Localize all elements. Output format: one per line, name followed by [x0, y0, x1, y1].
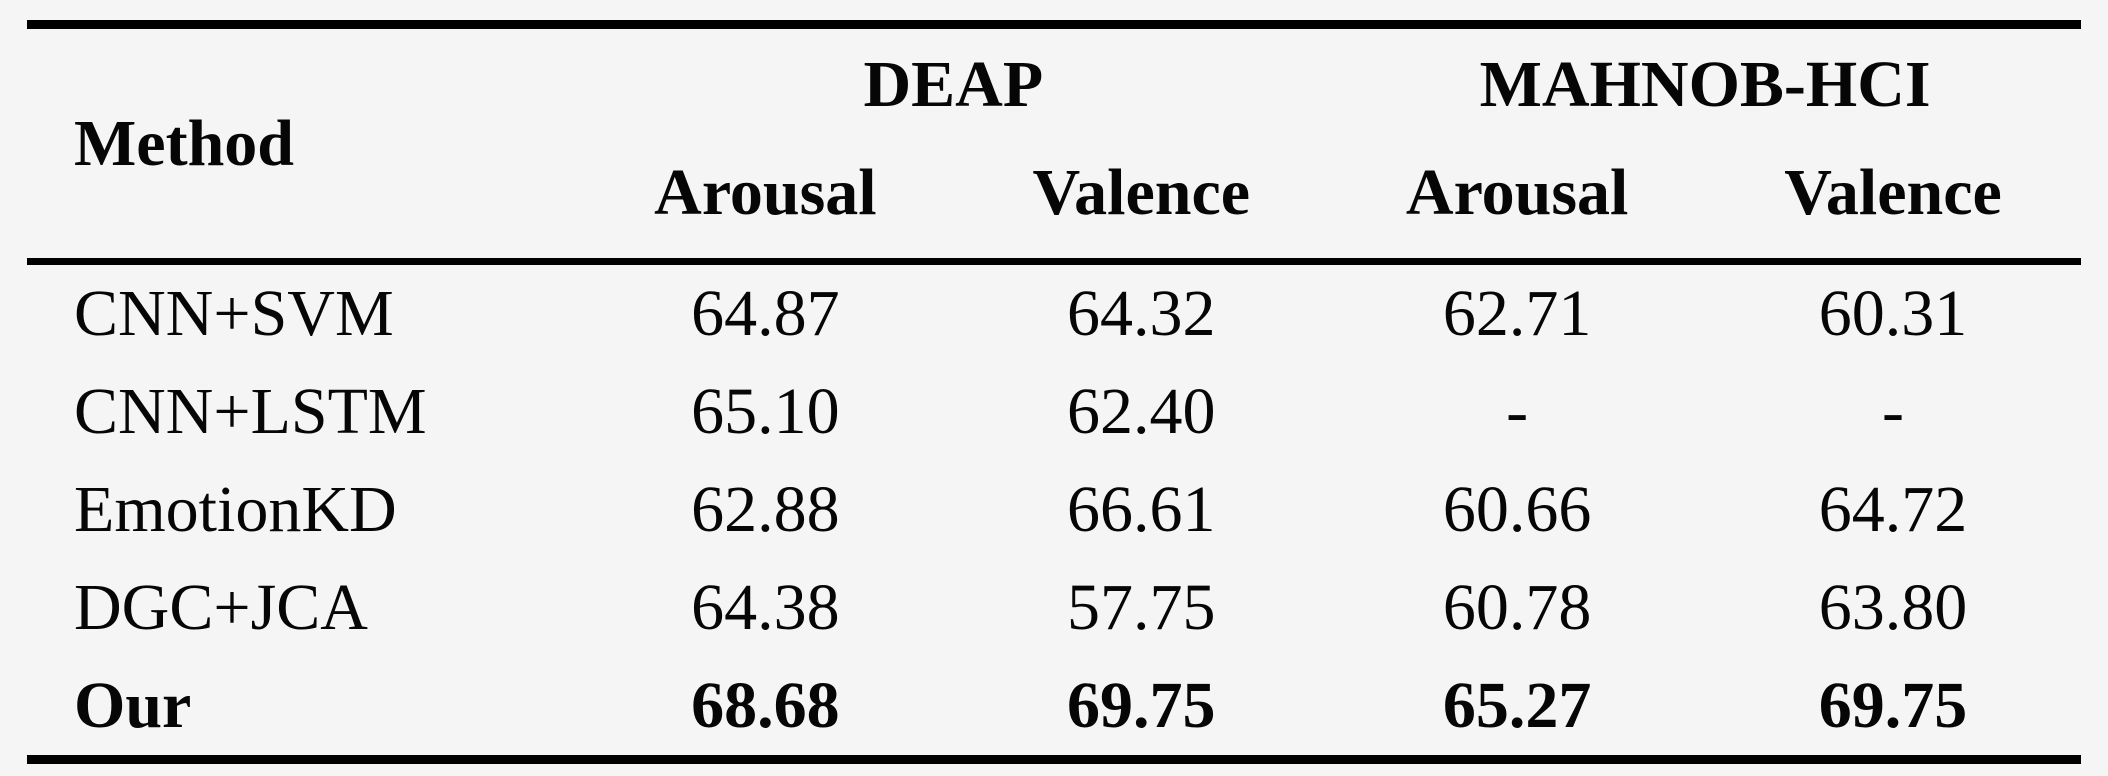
value-cell: 62.40 — [1067, 375, 1216, 448]
method-cell: CNN+SVM — [74, 277, 394, 350]
method-cell: DGC+JCA — [74, 571, 368, 644]
value-cell: 57.75 — [1067, 571, 1216, 644]
column-header-deap-valence: Valence — [1032, 155, 1251, 229]
header-sub-row: Arousal Valence Arousal Valence — [27, 127, 2081, 262]
table-body: CNN+SVM 64.87 64.32 62.71 60.31 CNN+LSTM… — [27, 262, 2081, 760]
value-cell: 69.75 — [1067, 669, 1216, 742]
value-cell: 64.72 — [1818, 473, 1968, 546]
column-group-deap: DEAP — [863, 48, 1044, 121]
value-cell: 68.68 — [691, 669, 840, 742]
value-cell: 64.87 — [691, 277, 840, 350]
column-header-mahnob-valence: Valence — [1784, 155, 2002, 229]
value-cell: 65.27 — [1442, 669, 1592, 742]
table-row: CNN+SVM 64.87 64.32 62.71 60.31 — [27, 262, 2081, 364]
table-row: CNN+LSTM 65.10 62.40 - - — [27, 363, 2081, 461]
table-header: Method DEAP MAHNOB-HCI Arousal Valence A… — [27, 25, 2081, 262]
table-row: DGC+JCA 64.38 57.75 60.78 63.80 — [27, 559, 2081, 657]
value-cell: 60.66 — [1442, 473, 1592, 546]
column-header-method: Method — [74, 106, 294, 180]
value-cell: 62.71 — [1442, 277, 1592, 350]
table-row: Our 68.68 69.75 65.27 69.75 — [27, 657, 2081, 760]
value-cell: 60.78 — [1442, 571, 1592, 644]
method-cell: EmotionKD — [74, 473, 397, 546]
table-row: EmotionKD 62.88 66.61 60.66 64.72 — [27, 461, 2081, 559]
value-cell: 64.38 — [691, 571, 840, 644]
column-header-deap-arousal: Arousal — [654, 155, 877, 229]
value-cell: 64.32 — [1067, 277, 1216, 350]
value-cell: 65.10 — [691, 375, 840, 448]
value-cell: 62.88 — [691, 473, 840, 546]
value-cell: - — [1882, 375, 1905, 448]
value-cell: 66.61 — [1067, 473, 1216, 546]
header-group-row: Method DEAP MAHNOB-HCI — [27, 25, 2081, 176]
column-header-mahnob-arousal: Arousal — [1405, 155, 1629, 229]
value-cell: 69.75 — [1818, 669, 1968, 742]
results-table: Method DEAP MAHNOB-HCI Arousal Valence A… — [27, 20, 2081, 764]
value-cell: - — [1506, 375, 1529, 448]
value-cell: 60.31 — [1818, 277, 1968, 350]
value-cell: 63.80 — [1818, 571, 1968, 644]
method-cell: Our — [74, 669, 192, 742]
method-cell: CNN+LSTM — [74, 375, 427, 448]
column-group-mahnob-hci: MAHNOB-HCI — [1479, 48, 1931, 121]
